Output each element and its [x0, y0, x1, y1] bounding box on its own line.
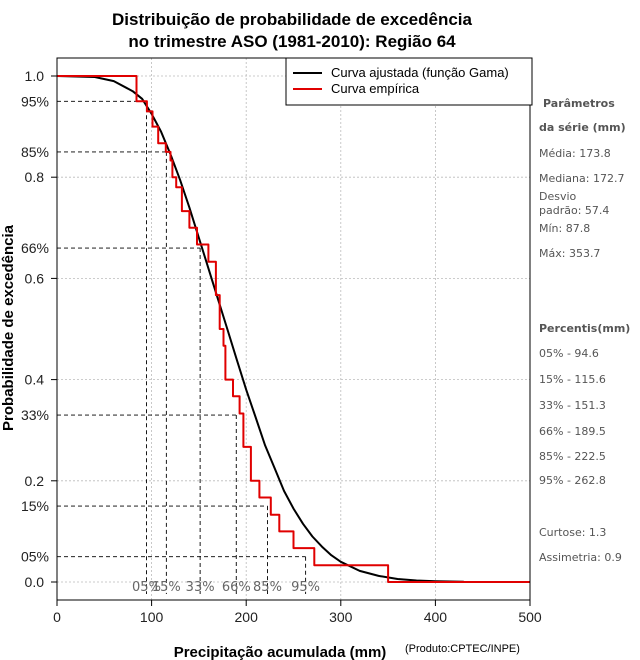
- y-tick-label-0.8: 0.8: [25, 169, 45, 185]
- stat-min: Mín: 87.8: [539, 222, 590, 235]
- y-pct-label-95%: 95%: [21, 93, 49, 109]
- pctl-15: 15% - 115.6: [539, 373, 606, 386]
- pctl-95: 95% - 262.8: [539, 474, 606, 487]
- x-tick-label-0: 0: [53, 609, 61, 625]
- pctl-66: 66% - 189.5: [539, 425, 606, 438]
- pctl-33: 33% - 151.3: [539, 399, 606, 412]
- y-tick-label-0.6: 0.6: [25, 270, 45, 286]
- y-tick-label-0.0: 0.0: [25, 574, 45, 590]
- plot-frame: [56, 57, 531, 601]
- bottom-pct-label-05%: 05%: [132, 580, 161, 595]
- stat-desvio-2: padrão: 57.4: [539, 204, 609, 217]
- grid: [56, 58, 531, 600]
- chart-title-line2: no trimestre ASO (1981-2010): Região 64: [128, 32, 456, 51]
- x-axis-label: Precipitação acumulada (mm): [174, 644, 387, 660]
- bottom-pct-label-85%: 85%: [253, 580, 282, 595]
- x-tick-label-100: 100: [140, 609, 164, 625]
- pctl-05: 05% - 94.6: [539, 347, 599, 360]
- stat-mediana: Mediana: 172.7: [539, 172, 624, 185]
- bottom-pct-label-95%: 95%: [291, 580, 320, 595]
- x-tick-label-400: 400: [424, 609, 448, 625]
- y-pct-label-05%: 05%: [21, 549, 49, 565]
- y-tick-label-1.0: 1.0: [25, 68, 45, 84]
- legend: Curva ajustada (função Gama) Curva empír…: [285, 57, 533, 106]
- bottom-pct-label-66%: 66%: [222, 580, 251, 595]
- y-axis-label: Probabilidade de excedência: [0, 224, 17, 431]
- x-tick-label-200: 200: [235, 609, 259, 625]
- percentile-x-labels: 05%15% 33% 66% 85% 95%: [132, 580, 320, 595]
- empirical-curve: [57, 75, 530, 583]
- stat-max: Máx: 353.7: [539, 247, 600, 260]
- legend-label-empirical: Curva empírica: [331, 81, 420, 96]
- params-heading-1: Parâmetros: [543, 97, 615, 110]
- percentis-heading: Percentis(mm): [539, 322, 630, 335]
- axes: 0 100 200 300 400 5000.00.20.40.60.81.005%15%…: [21, 68, 542, 625]
- y-tick-label-0.2: 0.2: [25, 473, 45, 489]
- product-credit: (Produto:CPTEC/INPE): [405, 643, 520, 655]
- bottom-pct-label-33%: 33%: [186, 580, 215, 595]
- stat-curtose: Curtose: 1.3: [539, 526, 606, 539]
- y-pct-label-85%: 85%: [21, 144, 49, 160]
- stat-assimetria: Assimetria: 0.9: [539, 551, 622, 564]
- chart-title-line1: Distribuição de probabilidade de excedên…: [112, 10, 472, 29]
- stat-media: Média: 173.8: [539, 147, 611, 160]
- x-tick-label-500: 500: [518, 609, 542, 625]
- pctl-85: 85% - 222.5: [539, 450, 606, 463]
- stat-desvio-1: Desvio: [539, 190, 577, 203]
- percentile-guides: [57, 100, 307, 594]
- y-tick-label-0.4: 0.4: [25, 372, 45, 388]
- series-lines: [56, 75, 530, 583]
- y-pct-label-33%: 33%: [21, 407, 49, 423]
- params-heading-2: da série (mm): [539, 121, 626, 134]
- bottom-pct-label-15%: 15%: [152, 580, 181, 595]
- y-pct-label-15%: 15%: [21, 498, 49, 514]
- side-panel: Parâmetros da série (mm) Média: 173.8 Me…: [539, 97, 630, 564]
- y-pct-label-66%: 66%: [21, 240, 49, 256]
- legend-box: [285, 57, 533, 106]
- legend-label-fitted: Curva ajustada (função Gama): [331, 65, 509, 80]
- x-tick-label-300: 300: [329, 609, 353, 625]
